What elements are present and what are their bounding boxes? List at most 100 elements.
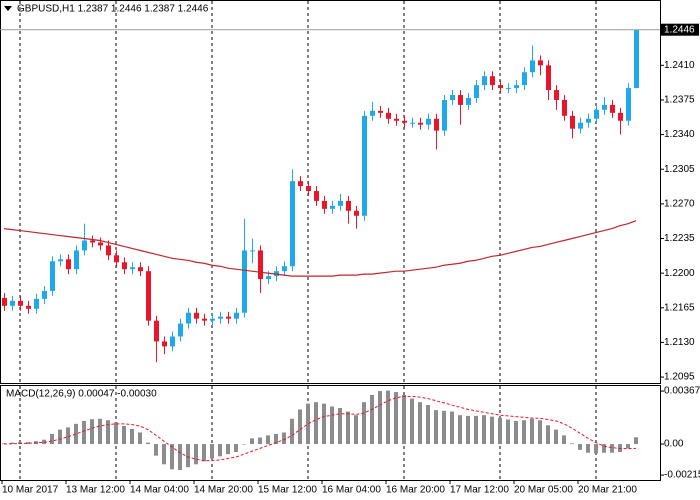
macd-bar bbox=[314, 402, 318, 445]
candle-body bbox=[546, 65, 551, 91]
macd-bar bbox=[330, 406, 334, 445]
macd-bar bbox=[458, 415, 462, 445]
macd-bar bbox=[90, 419, 94, 445]
y-tick-label: 1.2270 bbox=[664, 199, 695, 210]
candle-body bbox=[466, 97, 471, 105]
panel-menu-icon[interactable] bbox=[4, 6, 12, 11]
candle-body bbox=[26, 305, 31, 309]
candle-body bbox=[354, 210, 359, 216]
macd-bar bbox=[402, 394, 406, 445]
candle-body bbox=[322, 200, 327, 209]
macd-bar bbox=[186, 444, 190, 468]
candle-body bbox=[338, 200, 343, 206]
candle-body bbox=[594, 109, 599, 119]
y-tick-label: 1.2235 bbox=[664, 233, 695, 244]
macd-bar bbox=[522, 420, 526, 445]
candle-body bbox=[474, 85, 479, 98]
macd-bar bbox=[506, 419, 510, 445]
candle-body bbox=[442, 99, 447, 131]
candle-body bbox=[42, 290, 47, 299]
x-tick-label: 16 Mar 20:00 bbox=[386, 485, 445, 496]
macd-bar bbox=[386, 390, 390, 445]
candle-body bbox=[138, 267, 143, 272]
candle-body bbox=[458, 95, 463, 105]
candle-body bbox=[154, 320, 159, 342]
macd-bar bbox=[250, 438, 254, 445]
y-tick-label: -0.00215 bbox=[664, 470, 700, 481]
price-panel-frame bbox=[0, 0, 661, 384]
candle-body bbox=[146, 271, 151, 321]
macd-bar bbox=[466, 415, 470, 445]
candle-body bbox=[210, 318, 215, 321]
macd-bar bbox=[418, 402, 422, 445]
candle-body bbox=[522, 72, 527, 86]
macd-bar bbox=[106, 420, 110, 445]
macd-title: MACD(12,26,9) 0.00047 -0.00030 bbox=[6, 389, 157, 400]
y-tick-label: 1.2165 bbox=[664, 302, 695, 313]
macd-bar bbox=[234, 444, 238, 452]
macd-bar bbox=[66, 427, 70, 445]
candle-body bbox=[418, 122, 423, 125]
macd-bar bbox=[450, 411, 454, 445]
x-tick-label: 10 Mar 2017 bbox=[2, 485, 59, 496]
macd-bar bbox=[322, 403, 326, 445]
macd-bar bbox=[562, 435, 566, 445]
candle-body bbox=[570, 115, 575, 129]
price-title: GBPUSD,H1 1.2387 1.2446 1.2387 1.2446 bbox=[17, 4, 209, 15]
macd-bar bbox=[434, 410, 438, 445]
candle-body bbox=[602, 104, 607, 110]
candle-body bbox=[34, 298, 39, 309]
x-tick-label: 17 Mar 12:00 bbox=[450, 485, 509, 496]
x-tick-label: 14 Mar 20:00 bbox=[194, 485, 253, 496]
candle-body bbox=[362, 115, 367, 216]
y-tick-label: 0.00 bbox=[664, 439, 684, 450]
signal-line bbox=[3, 395, 637, 462]
macd-bar bbox=[394, 392, 398, 445]
candle-body bbox=[530, 60, 535, 73]
candle-body bbox=[74, 250, 79, 270]
macd-bar bbox=[258, 437, 262, 445]
candle-body bbox=[554, 90, 559, 100]
macd-bar bbox=[274, 433, 278, 445]
y-tick-label: 1.2305 bbox=[664, 164, 695, 175]
candle-body bbox=[634, 29, 639, 89]
y-tick-label: 0.00367 bbox=[664, 386, 700, 397]
macd-bar bbox=[210, 444, 214, 459]
macd-bar bbox=[498, 418, 502, 445]
macd-bar bbox=[410, 398, 414, 445]
macd-bar bbox=[114, 422, 118, 445]
macd-bar bbox=[370, 394, 374, 445]
candle-body bbox=[618, 112, 623, 121]
candle-body bbox=[410, 122, 415, 124]
macd-bar bbox=[530, 418, 534, 445]
candle-body bbox=[50, 261, 55, 291]
macd-bar bbox=[426, 405, 430, 445]
macd-bar bbox=[594, 444, 598, 454]
y-tick-label: 1.2410 bbox=[664, 60, 695, 71]
macd-bar bbox=[490, 416, 494, 445]
macd-bar bbox=[474, 415, 478, 445]
moving-average-line bbox=[3, 220, 637, 277]
candle-body bbox=[514, 85, 519, 89]
candle-body bbox=[178, 323, 183, 337]
macd-bar bbox=[362, 402, 366, 445]
candle-body bbox=[538, 60, 543, 66]
macd-bar bbox=[154, 444, 158, 456]
candle-body bbox=[306, 186, 311, 192]
candle-body bbox=[370, 110, 375, 116]
macd-bar bbox=[82, 420, 86, 445]
macd-bar bbox=[586, 444, 590, 453]
macd-bar bbox=[170, 444, 174, 470]
candle-body bbox=[394, 118, 399, 121]
macd-bar bbox=[346, 411, 350, 445]
candle-body bbox=[490, 76, 495, 86]
macd-bar bbox=[130, 428, 134, 445]
macd-bar bbox=[74, 423, 78, 445]
candle-body bbox=[234, 312, 239, 319]
macd-bar bbox=[442, 410, 446, 445]
macd-bar bbox=[26, 442, 30, 445]
x-tick-label: 15 Mar 12:00 bbox=[258, 485, 317, 496]
y-tick-label: 1.2130 bbox=[664, 337, 695, 348]
macd-bar bbox=[306, 403, 310, 445]
